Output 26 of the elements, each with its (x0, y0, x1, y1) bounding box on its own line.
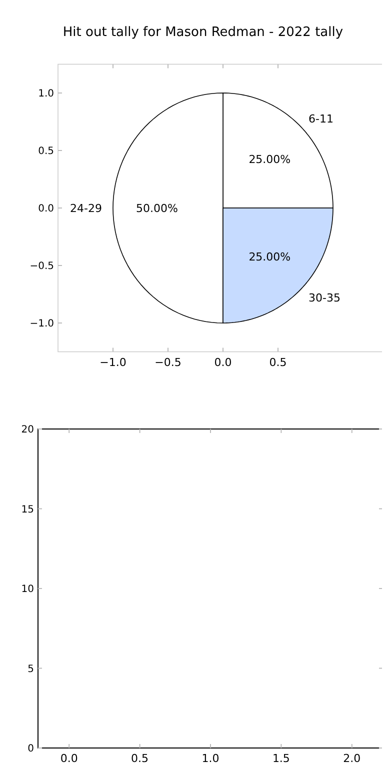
slice-label: 6-11 (308, 112, 334, 126)
y-tick-label: 0.0 (38, 204, 54, 214)
chart-title: Hit out tally for Mason Redman - 2022 tally (62, 25, 344, 40)
y-tick-label: 10 (21, 584, 34, 595)
y-tick-label: −0.5 (30, 261, 54, 272)
data-label: 50.00% (136, 202, 178, 215)
y-tick-label: 0 (28, 744, 34, 754)
slice-label: 30-35 (308, 291, 341, 304)
slice-label: 24-29 (70, 202, 102, 215)
x-tick-label: −1.0 (100, 356, 126, 369)
x-tick-label: 1.5 (272, 752, 290, 765)
y-tick-label: 1.0 (38, 88, 54, 100)
x-tick-label: 0.5 (131, 752, 149, 765)
data-label: 25.00% (248, 250, 291, 264)
y-tick-label: 5 (28, 664, 34, 675)
x-tick-label: 2.0 (343, 752, 361, 765)
data-label: 25.00% (248, 153, 291, 166)
x-tick-label: 0.5 (269, 356, 287, 369)
x-tick-label: 0.0 (60, 752, 78, 765)
y-tick-label: 0.5 (38, 146, 54, 157)
x-tick-label: 0.0 (214, 356, 232, 369)
y-tick-label: 20 (21, 424, 34, 436)
x-tick-label: −0.5 (154, 356, 182, 369)
x-tick-label: 1.0 (202, 752, 220, 765)
y-tick-label: 15 (21, 504, 34, 516)
y-tick-label: −1.0 (30, 318, 54, 330)
